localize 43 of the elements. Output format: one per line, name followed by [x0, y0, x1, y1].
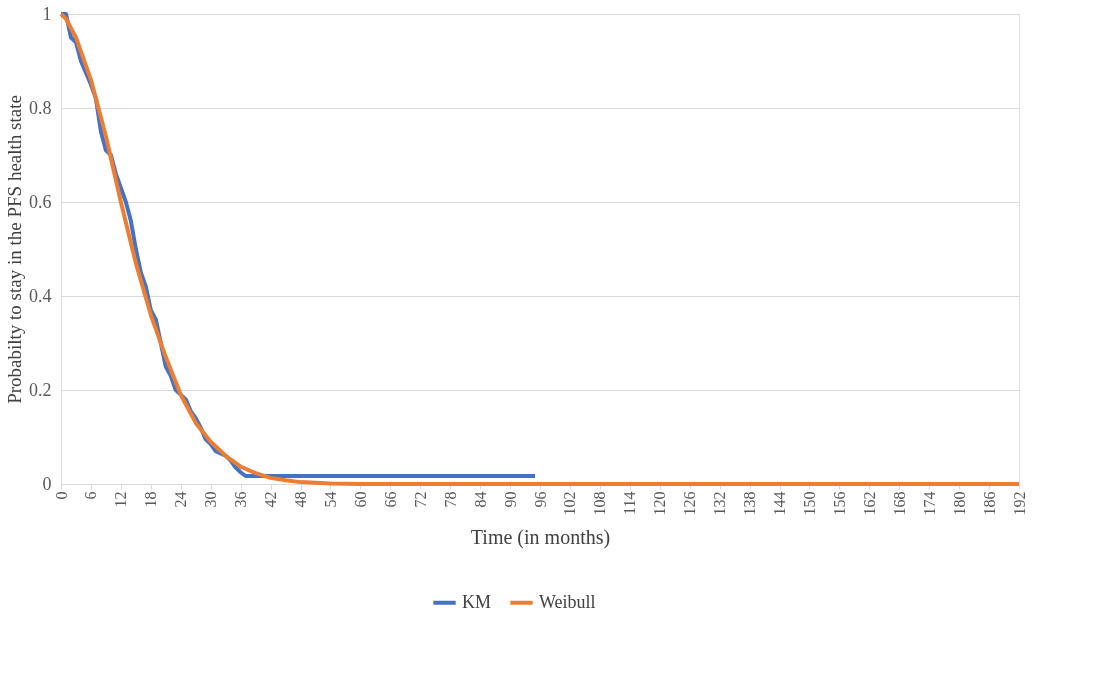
x-tick-label: 192: [1010, 491, 1028, 516]
x-tick-label: 48: [292, 491, 309, 508]
x-tick-label: 90: [501, 491, 519, 508]
x-tick-label: 174: [920, 491, 938, 516]
x-tick-label: 168: [890, 491, 908, 516]
y-tick-label: 1: [42, 3, 52, 24]
x-tick-label: 186: [980, 491, 998, 516]
y-tick-label: 0.6: [29, 191, 52, 212]
x-tick-label: 96: [531, 491, 549, 508]
y-tick-label: 0.8: [29, 97, 52, 118]
x-tick-label: 144: [771, 491, 788, 516]
y-axis-title: Probabilty to stay in the PFS health state: [4, 95, 25, 404]
x-tick-label: 162: [860, 491, 878, 516]
x-tick-label: 18: [142, 491, 160, 508]
x-tick-label: 114: [621, 491, 639, 515]
x-tick-label: 156: [830, 491, 848, 516]
x-tick-label: 54: [321, 491, 339, 508]
x-tick-label: 138: [741, 491, 759, 516]
line-series: [59, 12, 1021, 486]
x-tick-label: 30: [202, 491, 220, 508]
x-tick-label: 180: [950, 491, 968, 516]
legend-label: KM: [462, 591, 492, 612]
x-tick-label: 120: [651, 491, 669, 516]
y-tick-label: 0.4: [29, 285, 52, 306]
x-tick-label: 42: [262, 491, 280, 508]
x-tick-label: 0: [52, 491, 70, 500]
x-tick-label: 36: [232, 491, 250, 508]
x-tick-label: 126: [681, 491, 699, 516]
x-tick-label: 24: [172, 491, 190, 508]
x-tick-label: 132: [711, 491, 729, 516]
x-tick-label: 108: [591, 491, 609, 516]
x-tick-label: 12: [112, 491, 130, 508]
x-tick-label: 6: [82, 491, 100, 500]
x-axis-title: Time (in months): [470, 525, 611, 549]
x-tick-label: 60: [351, 491, 369, 508]
x-tick-label: 102: [561, 491, 579, 516]
y-tick-label: 0.2: [29, 379, 52, 400]
x-tick-label: 66: [381, 491, 399, 508]
x-tick-label: 78: [441, 491, 459, 508]
x-tick-label: 72: [411, 491, 429, 508]
legend-label: Weibull: [539, 591, 596, 612]
x-tick-label: 150: [800, 491, 818, 516]
x-tick-label: 84: [471, 491, 489, 508]
